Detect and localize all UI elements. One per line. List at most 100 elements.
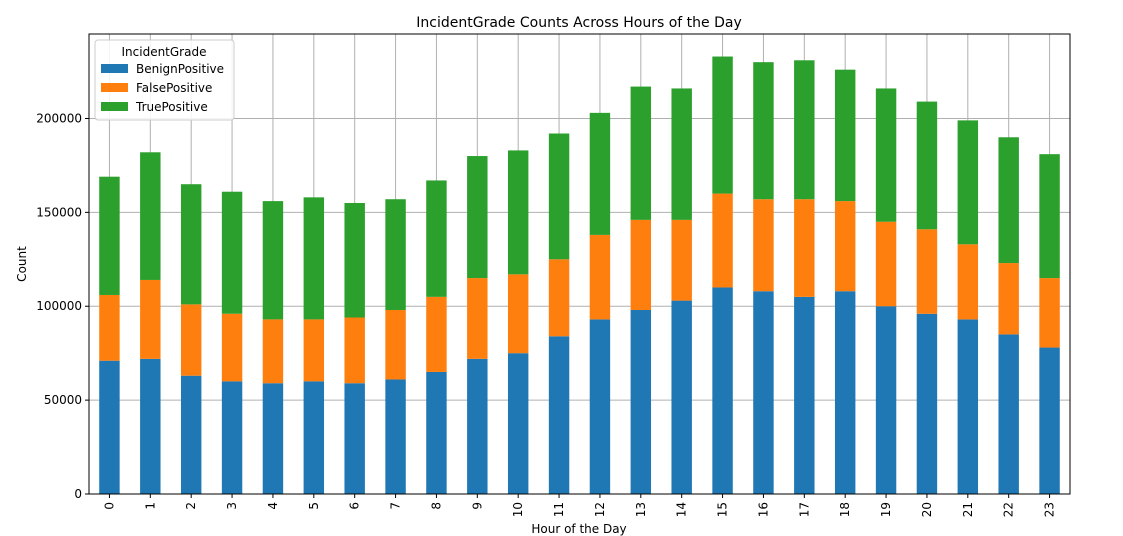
x-tick-label: 18: [838, 502, 852, 517]
bar-BenignPositive-17: [794, 296, 815, 494]
bar-FalsePositive-1: [140, 279, 161, 359]
legend-label-BenignPositive: BenignPositive: [136, 62, 224, 76]
bar-BenignPositive-5: [303, 381, 325, 494]
legend-swatch-TruePositive: [101, 102, 128, 111]
bar-BenignPositive-2: [180, 375, 202, 494]
bar-BenignPositive-22: [998, 334, 1019, 494]
bar-FalsePositive-13: [630, 219, 652, 310]
bar-FalsePositive-9: [467, 278, 488, 359]
bars: [99, 56, 1060, 494]
plot-frame: [88, 33, 1071, 495]
x-tick-label: 11: [552, 502, 566, 517]
bar-FalsePositive-19: [875, 221, 897, 307]
x-tick-label: 20: [920, 502, 934, 517]
x-tick-label: 0: [102, 502, 116, 510]
legend-title: IncidentGrade: [122, 45, 207, 59]
bar-TruePositive-20: [916, 101, 938, 230]
x-tick-label: 3: [225, 502, 239, 510]
bar-TruePositive-22: [998, 137, 1019, 264]
bar-TruePositive-2: [180, 184, 202, 305]
bar-BenignPositive-18: [834, 291, 856, 494]
bar-FalsePositive-12: [589, 234, 611, 320]
bar-TruePositive-19: [875, 88, 897, 222]
bar-FalsePositive-0: [99, 294, 120, 361]
bar-FalsePositive-3: [221, 313, 243, 382]
x-tick-label: 4: [266, 502, 280, 510]
bar-FalsePositive-7: [385, 310, 406, 380]
bar-FalsePositive-2: [180, 304, 202, 376]
y-tick-label: 50000: [44, 393, 82, 407]
x-tick-label: 21: [961, 502, 975, 517]
x-axis: 0 1 2 3 4 5 6 7 8 9 10 11 12 13 14 15 16 17 18 19 20 21 22 23: [102, 494, 1057, 517]
y-axis: 0 50000 100000 150000 200000: [36, 111, 89, 501]
legend: IncidentGrade BenignPositive FalsePositiv…: [94, 39, 235, 121]
x-axis-label: Hour of the Day: [531, 522, 626, 536]
bar-FalsePositive-11: [548, 259, 570, 337]
y-tick-label: 150000: [36, 205, 82, 219]
bar-TruePositive-12: [589, 112, 611, 235]
bar-BenignPositive-12: [589, 319, 611, 494]
bar-FalsePositive-21: [957, 244, 979, 320]
bar-TruePositive-1: [140, 152, 161, 280]
bar-FalsePositive-23: [1039, 278, 1060, 348]
bar-BenignPositive-11: [548, 336, 570, 494]
x-tick-label: 19: [879, 502, 893, 517]
bar-TruePositive-4: [262, 201, 284, 320]
bar-BenignPositive-7: [385, 379, 406, 494]
bar-TruePositive-15: [712, 56, 733, 194]
bar-TruePositive-3: [221, 191, 243, 314]
x-tick-label: 9: [470, 502, 484, 510]
x-tick-label: 8: [429, 502, 443, 510]
bar-TruePositive-23: [1039, 154, 1060, 279]
x-tick-label: 15: [716, 502, 730, 517]
x-tick-label: 2: [184, 502, 198, 510]
bar-FalsePositive-17: [794, 199, 815, 297]
bar-BenignPositive-4: [262, 383, 284, 494]
legend-label-FalsePositive: FalsePositive: [136, 81, 212, 95]
bar-FalsePositive-6: [344, 317, 365, 384]
bar-FalsePositive-22: [998, 263, 1019, 335]
bar-BenignPositive-15: [712, 287, 733, 494]
bar-FalsePositive-4: [262, 319, 284, 384]
legend-box: [94, 39, 235, 121]
bar-TruePositive-13: [630, 86, 652, 220]
bar-TruePositive-7: [385, 199, 406, 310]
x-tick-label: 7: [389, 502, 403, 510]
bar-TruePositive-9: [467, 156, 488, 279]
bar-TruePositive-11: [548, 133, 570, 260]
bar-TruePositive-6: [344, 202, 365, 318]
x-tick-label: 6: [348, 502, 362, 510]
legend-swatch-FalsePositive: [101, 83, 128, 92]
bar-BenignPositive-8: [426, 371, 447, 494]
bar-FalsePositive-5: [303, 319, 325, 382]
bar-BenignPositive-0: [99, 360, 120, 494]
legend-label-TruePositive: TruePositive: [135, 100, 208, 114]
y-tick-label: 100000: [36, 299, 82, 313]
bar-BenignPositive-1: [140, 358, 161, 494]
x-tick-label: 12: [593, 502, 607, 517]
bar-FalsePositive-20: [916, 229, 938, 314]
x-tick-label: 5: [307, 502, 321, 510]
y-tick-label: 200000: [36, 111, 82, 125]
x-tick-label: 1: [143, 502, 157, 510]
bar-FalsePositive-15: [712, 193, 733, 288]
bar-BenignPositive-19: [875, 306, 897, 494]
x-tick-label: 22: [1002, 502, 1016, 517]
bar-FalsePositive-8: [426, 296, 447, 372]
bar-BenignPositive-6: [344, 383, 365, 494]
x-tick-label: 14: [675, 502, 689, 517]
bar-BenignPositive-20: [916, 313, 938, 494]
bar-BenignPositive-13: [630, 310, 652, 494]
bar-BenignPositive-10: [507, 353, 529, 494]
bar-FalsePositive-10: [507, 274, 529, 354]
bar-TruePositive-0: [99, 176, 120, 295]
bar-TruePositive-18: [834, 69, 856, 202]
bar-TruePositive-21: [957, 120, 979, 245]
bar-BenignPositive-14: [671, 300, 692, 494]
bar-TruePositive-5: [303, 197, 325, 320]
y-axis-label: Count: [15, 246, 29, 282]
bar-FalsePositive-16: [753, 199, 774, 292]
x-tick-label: 23: [1043, 502, 1057, 517]
bar-TruePositive-8: [426, 180, 447, 297]
